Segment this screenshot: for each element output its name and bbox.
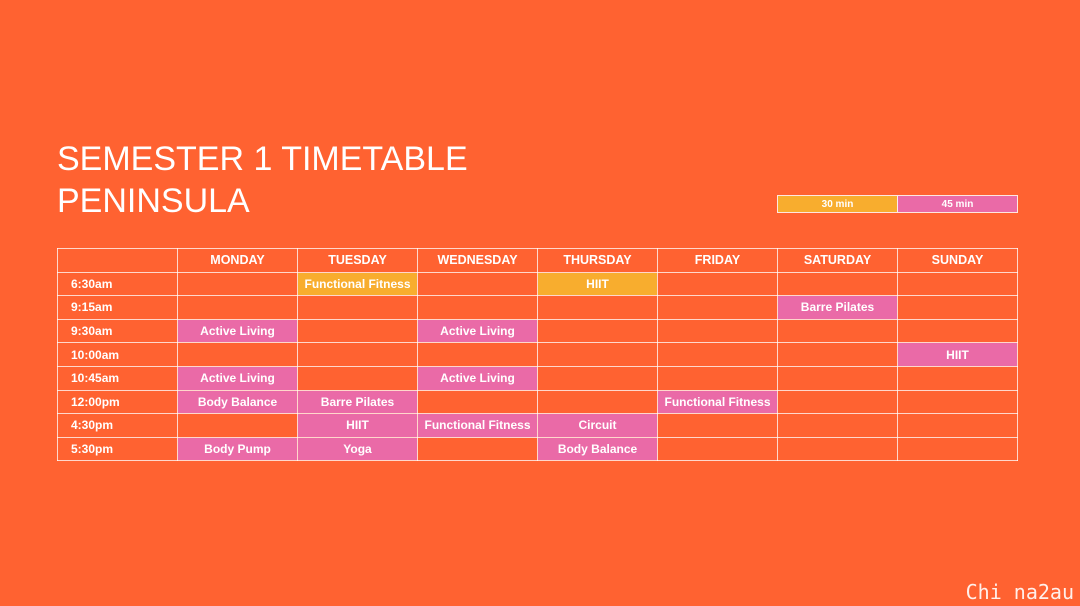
empty-cell — [297, 318, 418, 344]
empty-cell — [897, 389, 1018, 415]
class-cell: Yoga — [297, 436, 418, 462]
header-row: MONDAY TUESDAY WEDNESDAY THURSDAY FRIDAY SATU… — [57, 248, 1018, 273]
empty-cell — [417, 295, 538, 320]
empty-cell — [777, 436, 898, 462]
empty-cell — [777, 365, 898, 391]
day-header-monday: MONDAY — [177, 248, 298, 273]
day-header-sunday: SUNDAY — [897, 248, 1018, 273]
class-cell: HIIT — [537, 271, 658, 297]
empty-cell — [177, 271, 298, 297]
empty-cell — [657, 413, 778, 438]
class-cell: Body Balance — [177, 389, 298, 415]
day-header-thursday: THURSDAY — [537, 248, 658, 273]
empty-cell — [897, 413, 1018, 438]
time-slot: 9:30am — [57, 318, 178, 344]
empty-cell — [417, 436, 538, 462]
empty-cell — [537, 295, 658, 320]
empty-cell — [657, 365, 778, 391]
timetable-grid: MONDAY TUESDAY WEDNESDAY THURSDAY FRIDAY SATU… — [57, 248, 1018, 462]
day-header-friday: FRIDAY — [657, 248, 778, 273]
empty-cell — [777, 413, 898, 438]
timetable-body: 6:30am Functional Fitness HIIT 9:15am Barre … — [57, 271, 1018, 462]
title-line-2: PENINSULA — [57, 182, 250, 220]
empty-cell — [777, 271, 898, 297]
class-cell: Body Balance — [537, 436, 658, 462]
empty-cell — [897, 365, 1018, 391]
time-slot: 6:30am — [57, 271, 178, 297]
table-row: 5:30pm Body Pump Yoga Body Balance — [57, 436, 1018, 462]
class-cell: Circuit — [537, 413, 658, 438]
empty-cell — [297, 342, 418, 367]
day-header-saturday: SATURDAY — [777, 248, 898, 273]
empty-cell — [417, 271, 538, 297]
class-cell: Functional Fitness — [417, 413, 538, 438]
empty-cell — [777, 389, 898, 415]
table-row: 10:00am HIIT — [57, 342, 1018, 367]
empty-cell — [537, 342, 658, 367]
table-row: 10:45am Active Living Active Living — [57, 365, 1018, 391]
page-title: SEMESTER 1 TIMETABLE PENINSULA — [57, 138, 468, 222]
class-cell: Barre Pilates — [297, 389, 418, 415]
empty-cell — [657, 295, 778, 320]
class-cell: Functional Fitness — [657, 389, 778, 415]
legend-30-min: 30 min — [778, 196, 897, 212]
empty-cell — [417, 342, 538, 367]
empty-cell — [657, 271, 778, 297]
day-header-tuesday: TUESDAY — [297, 248, 418, 273]
class-cell: Active Living — [177, 365, 298, 391]
empty-cell — [657, 436, 778, 462]
empty-cell — [777, 342, 898, 367]
time-slot: 10:45am — [57, 365, 178, 391]
time-slot: 5:30pm — [57, 436, 178, 462]
table-row: 6:30am Functional Fitness HIIT — [57, 271, 1018, 297]
time-slot: 10:00am — [57, 342, 178, 367]
class-cell: Active Living — [177, 318, 298, 344]
class-cell: Functional Fitness — [297, 271, 418, 297]
class-cell: Barre Pilates — [777, 295, 898, 320]
empty-cell — [897, 436, 1018, 462]
table-row: 12:00pm Body Balance Barre Pilates Function… — [57, 389, 1018, 415]
empty-cell — [177, 295, 298, 320]
empty-cell — [657, 318, 778, 344]
watermark: Chi na2au — [965, 580, 1074, 604]
table-row: 4:30pm HIIT Functional Fitness Circuit — [57, 413, 1018, 438]
empty-cell — [657, 342, 778, 367]
empty-cell — [777, 318, 898, 344]
duration-legend: 30 min 45 min — [777, 195, 1018, 213]
corner-cell — [57, 248, 178, 273]
empty-cell — [897, 295, 1018, 320]
empty-cell — [177, 342, 298, 367]
table-row: 9:15am Barre Pilates — [57, 295, 1018, 320]
title-line-1: SEMESTER 1 TIMETABLE — [57, 140, 468, 178]
time-slot: 9:15am — [57, 295, 178, 320]
day-header-wednesday: WEDNESDAY — [417, 248, 538, 273]
time-slot: 12:00pm — [57, 389, 178, 415]
class-cell: Active Living — [417, 365, 538, 391]
table-row: 9:30am Active Living Active Living — [57, 318, 1018, 344]
empty-cell — [177, 413, 298, 438]
empty-cell — [297, 295, 418, 320]
empty-cell — [537, 365, 658, 391]
empty-cell — [297, 365, 418, 391]
empty-cell — [897, 318, 1018, 344]
class-cell: Body Pump — [177, 436, 298, 462]
empty-cell — [417, 389, 538, 415]
empty-cell — [537, 389, 658, 415]
class-cell: HIIT — [897, 342, 1018, 367]
legend-45-min: 45 min — [897, 196, 1017, 212]
empty-cell — [897, 271, 1018, 297]
empty-cell — [537, 318, 658, 344]
time-slot: 4:30pm — [57, 413, 178, 438]
class-cell: HIIT — [297, 413, 418, 438]
class-cell: Active Living — [417, 318, 538, 344]
